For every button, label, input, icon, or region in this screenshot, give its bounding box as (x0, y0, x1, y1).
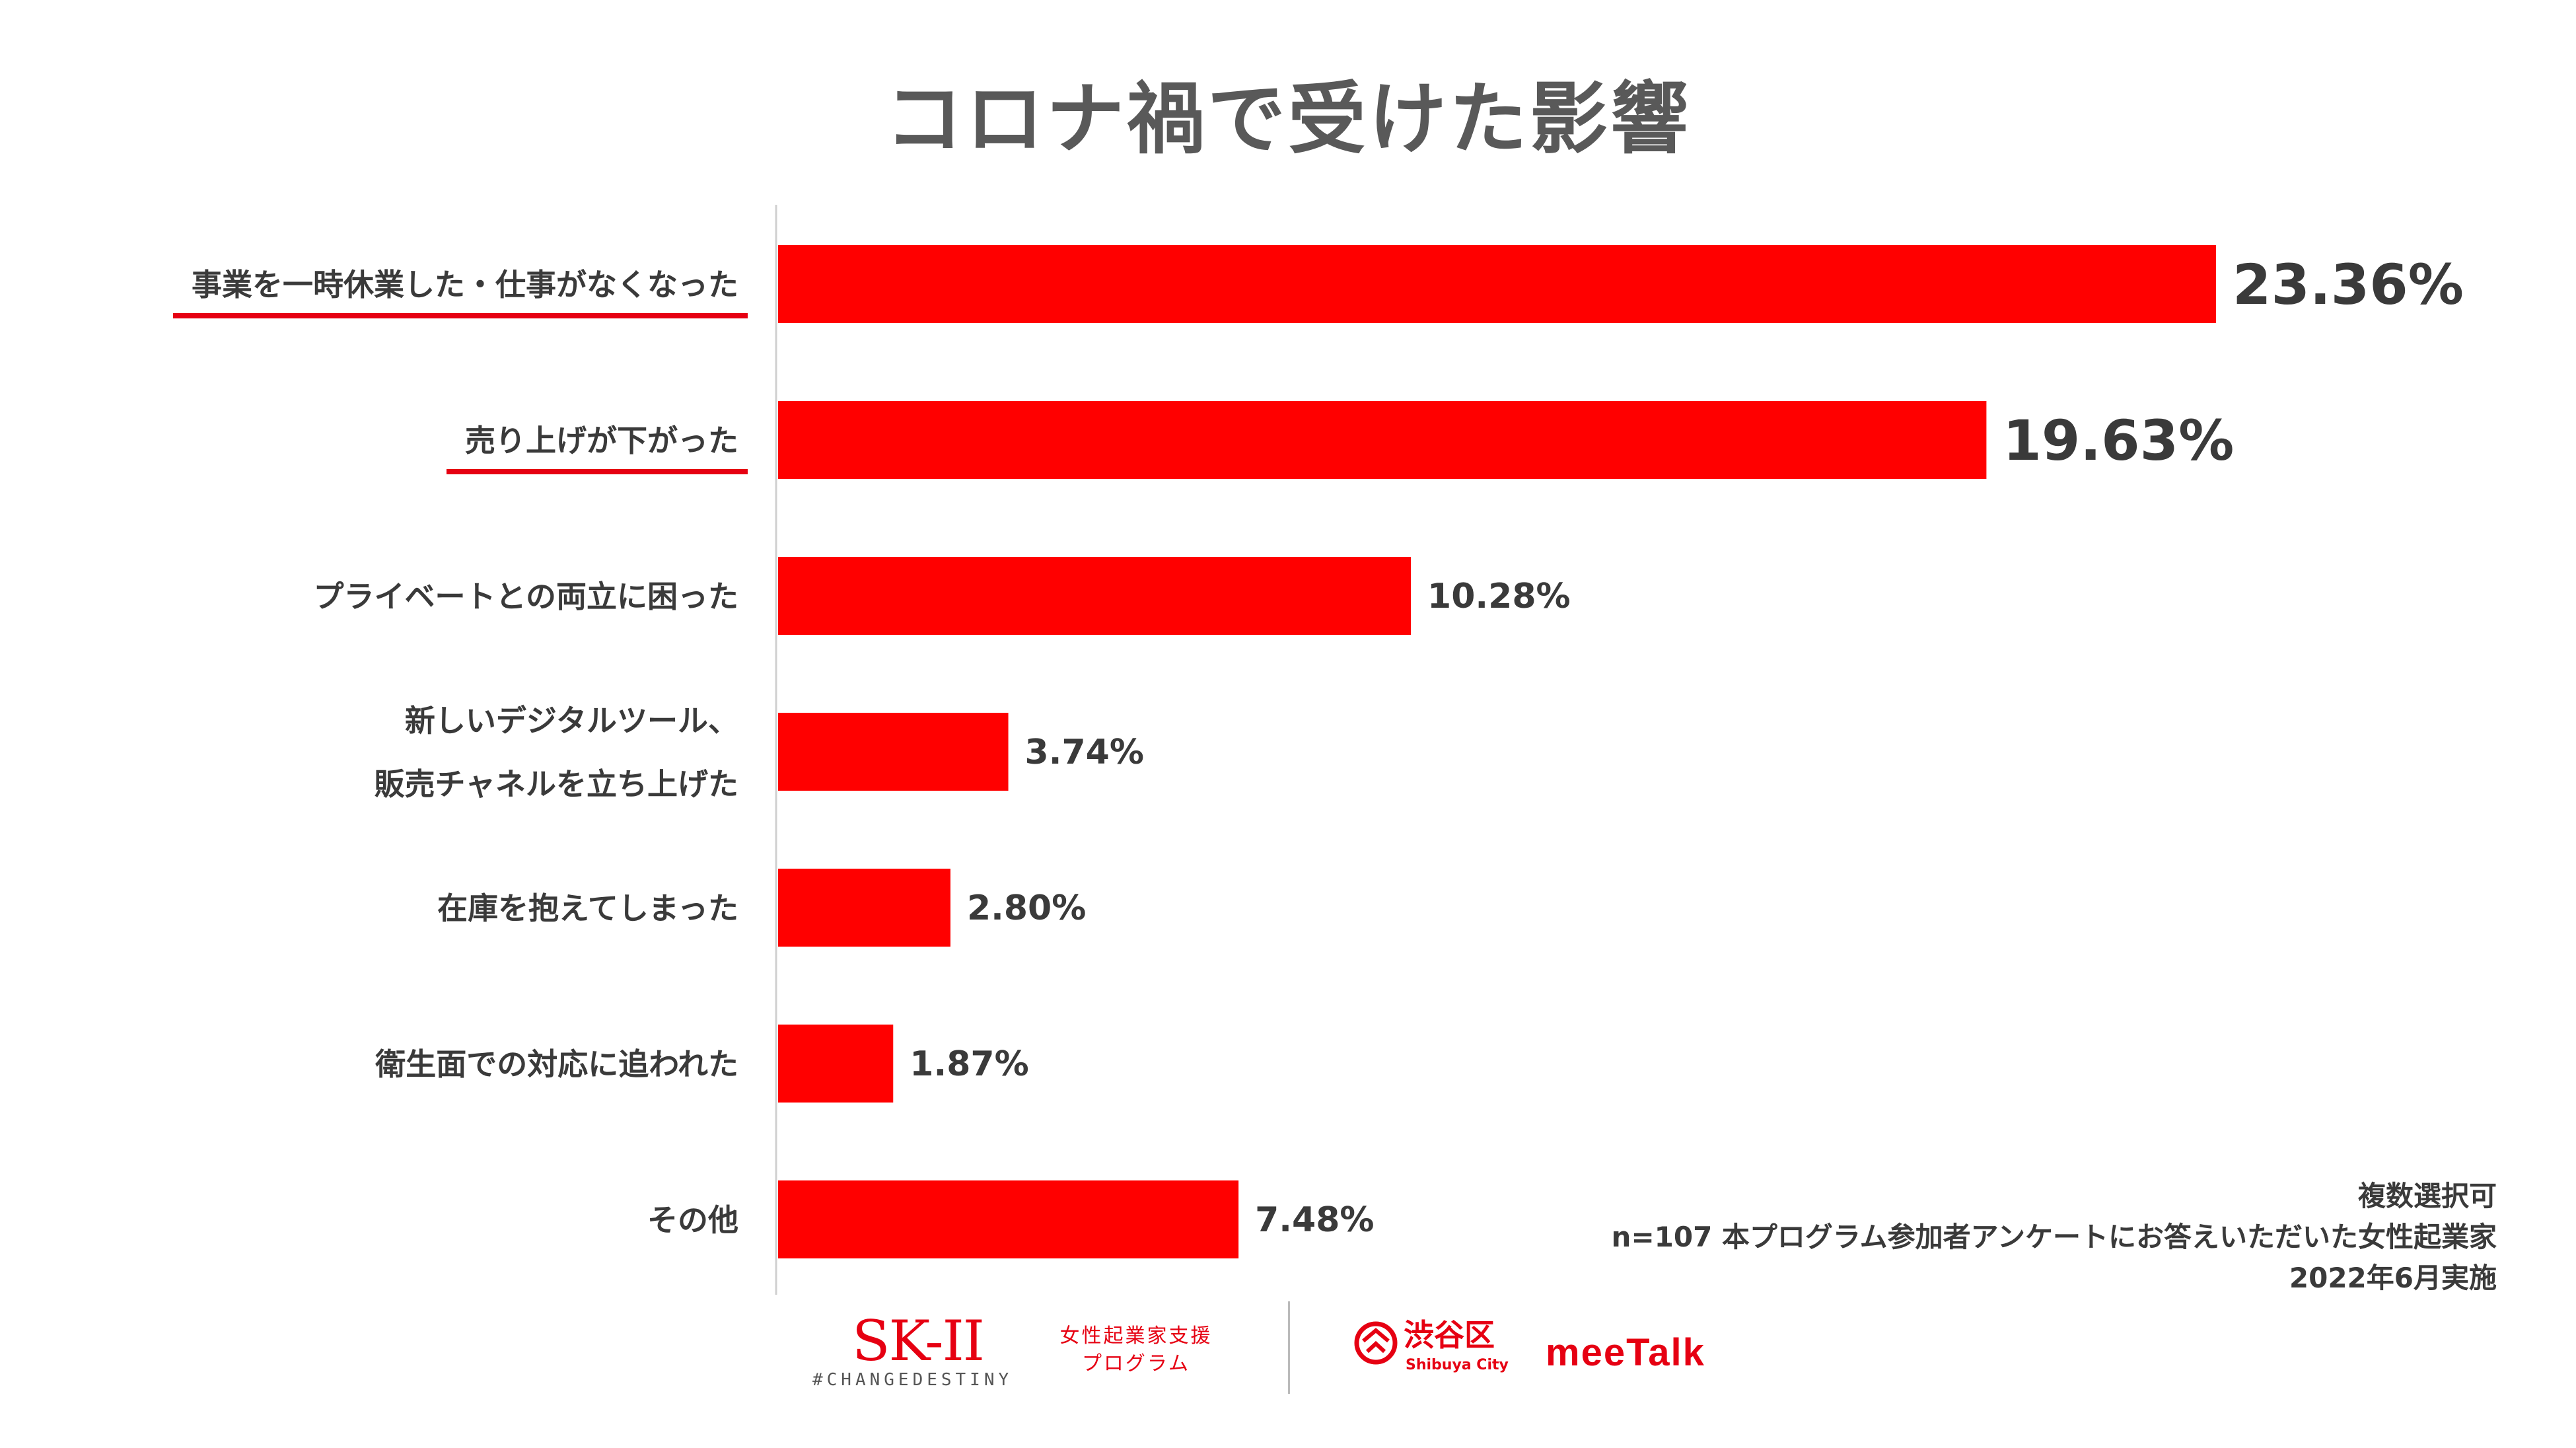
shibuya-logo-sub: Shibuya City (1406, 1357, 1509, 1373)
shibuya-logo-name: 渋谷区 (1404, 1317, 1495, 1353)
footer-logos: SK-II #CHANGEDESTINY 女性起業家支援 プログラム 渋谷区 S… (799, 1295, 1737, 1400)
category-label-4-line-1: 新しいデジタルツール、 (405, 703, 738, 739)
value-label-6: 1.87% (910, 1044, 1028, 1084)
value-label-1: 23.36% (2233, 252, 2464, 317)
skii-logo: SK-II (852, 1309, 985, 1373)
value-label-7: 7.48% (1255, 1200, 1374, 1240)
skii-tagline: #CHANGEDESTINY (812, 1370, 1013, 1390)
category-label-3: プライベートとの両立に困った (313, 579, 738, 614)
program-label-line1: 女性起業家支援 (1059, 1324, 1213, 1348)
program-label: 女性起業家支援 プログラム (1037, 1322, 1235, 1378)
note-date: 2022年6月実施 (2289, 1262, 2497, 1294)
category-label-2: 売り上げが下がった (465, 423, 738, 458)
logo-divider (1288, 1301, 1290, 1394)
note-respondents: n=107 本プログラム参加者アンケートにお答えいただいた女性起業家 (1611, 1221, 2497, 1253)
value-label-5: 2.80% (967, 888, 1086, 928)
category-label-4-line-2: 販売チャネルを立ち上げた (374, 766, 738, 802)
bar-5 (778, 869, 950, 947)
category-label-6: 衛生面での対応に追われた (375, 1046, 738, 1082)
bar-7 (778, 1180, 1239, 1258)
bar-2 (778, 401, 1987, 479)
bar-3 (778, 557, 1412, 635)
chart-title: コロナ禍で受けた影響 (884, 73, 1691, 164)
bar-4 (778, 713, 1009, 791)
value-label-3: 10.28% (1427, 577, 1571, 616)
category-label-5: 在庫を抱えてしまった (437, 890, 738, 926)
category-label-7: その他 (647, 1202, 738, 1238)
note-multiple-choice: 複数選択可 (2357, 1180, 2497, 1212)
program-label-line2: プログラム (1081, 1352, 1191, 1375)
bar-1 (778, 245, 2216, 323)
shibuya-emblem-icon (1354, 1321, 1398, 1365)
value-label-2: 19.63% (2003, 408, 2234, 473)
survey-note: 複数選択可 n=107 本プログラム参加者アンケートにお答えいただいた女性起業家… (1374, 1176, 2497, 1299)
bar-chart: 23.36% 事業を一時休業した・仕事がなくなった 19.63% 売り上げが下がった 1… (173, 205, 2464, 1295)
value-label-4: 3.74% (1025, 733, 1144, 772)
bar-6 (778, 1025, 894, 1103)
meetalk-logo: meeTalk (1546, 1331, 1705, 1374)
category-label-1: 事業を一時休業した・仕事がなくなった (192, 267, 738, 303)
